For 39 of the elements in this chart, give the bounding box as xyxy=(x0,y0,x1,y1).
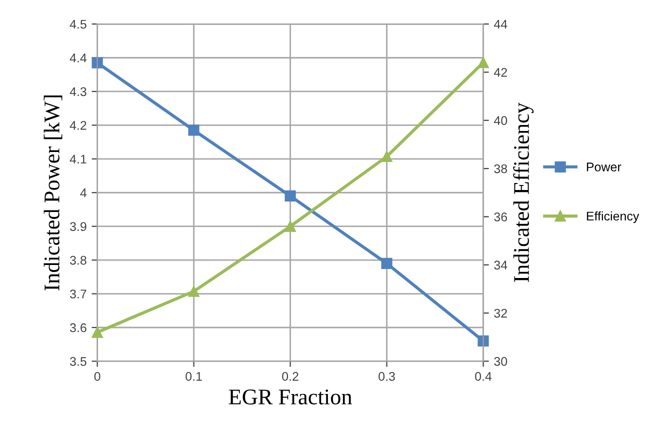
y-tick-label: 3.8 xyxy=(70,256,86,265)
x-tick-label: 0.3 xyxy=(378,372,395,381)
y-tick-label: 4.4 xyxy=(70,54,87,62)
point xyxy=(284,190,296,202)
legend-label: Power xyxy=(586,162,622,172)
y2-tick-label: 38 xyxy=(494,164,508,174)
y-tick-label: 4.3 xyxy=(70,87,86,96)
y-axis-title: Indicated Power [kW] xyxy=(44,96,62,291)
y2-tick-label: 44 xyxy=(494,20,508,29)
y-tick-label: 4.1 xyxy=(70,154,86,164)
legend-label: Efficiency xyxy=(586,211,640,224)
y2-tick-label: 42 xyxy=(494,68,507,77)
point xyxy=(284,220,296,232)
x-tick-label: 0.1 xyxy=(186,372,202,381)
y-tick-label: 4 xyxy=(80,188,87,198)
y-tick-label: 3.5 xyxy=(70,357,86,366)
x-tick-label: 0.2 xyxy=(282,372,298,381)
y2-axis-title: Indicated Efficiency xyxy=(513,102,534,282)
point xyxy=(188,124,200,136)
x-tick-label: 0 xyxy=(94,372,100,381)
point xyxy=(478,335,489,347)
point xyxy=(478,57,489,68)
y2-tick-label: 32 xyxy=(494,308,507,318)
y2-tick-label: 34 xyxy=(494,260,508,270)
point xyxy=(92,326,103,338)
y2-tick-label: 40 xyxy=(494,116,508,126)
y-tick-label: 4.2 xyxy=(70,120,86,130)
point xyxy=(188,286,200,297)
point xyxy=(92,57,103,68)
y2-tick-label: 30 xyxy=(494,357,508,366)
y-tick-label: 4.5 xyxy=(70,20,86,29)
y-tick-label: 3.6 xyxy=(70,323,86,332)
y2-tick-label: 36 xyxy=(494,212,508,222)
point xyxy=(381,258,392,269)
y-tick-label: 3.9 xyxy=(70,222,86,231)
y-tick-label: 3.7 xyxy=(70,290,86,298)
x-tick-label: 0.4 xyxy=(475,372,492,381)
point xyxy=(381,150,392,162)
x-axis-title: EGR Fraction xyxy=(228,390,352,404)
